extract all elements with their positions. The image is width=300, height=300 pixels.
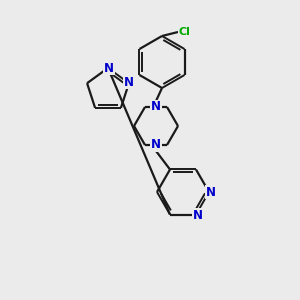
Text: N: N — [151, 100, 161, 113]
Text: N: N — [206, 185, 216, 199]
Text: N: N — [104, 61, 114, 74]
Text: N: N — [151, 139, 161, 152]
Text: N: N — [124, 76, 134, 89]
Text: N: N — [193, 209, 203, 222]
Text: Cl: Cl — [178, 27, 190, 37]
